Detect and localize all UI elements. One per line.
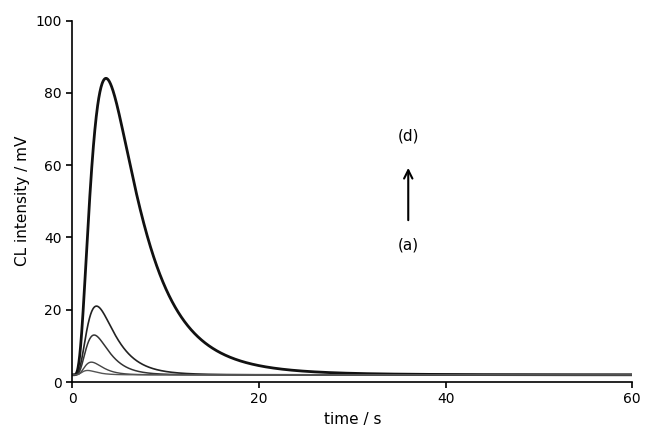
X-axis label: time / s: time / s xyxy=(323,412,381,427)
Y-axis label: CL intensity / mV: CL intensity / mV xyxy=(15,136,30,267)
Text: (d): (d) xyxy=(398,129,419,143)
Text: (a): (a) xyxy=(398,237,419,252)
